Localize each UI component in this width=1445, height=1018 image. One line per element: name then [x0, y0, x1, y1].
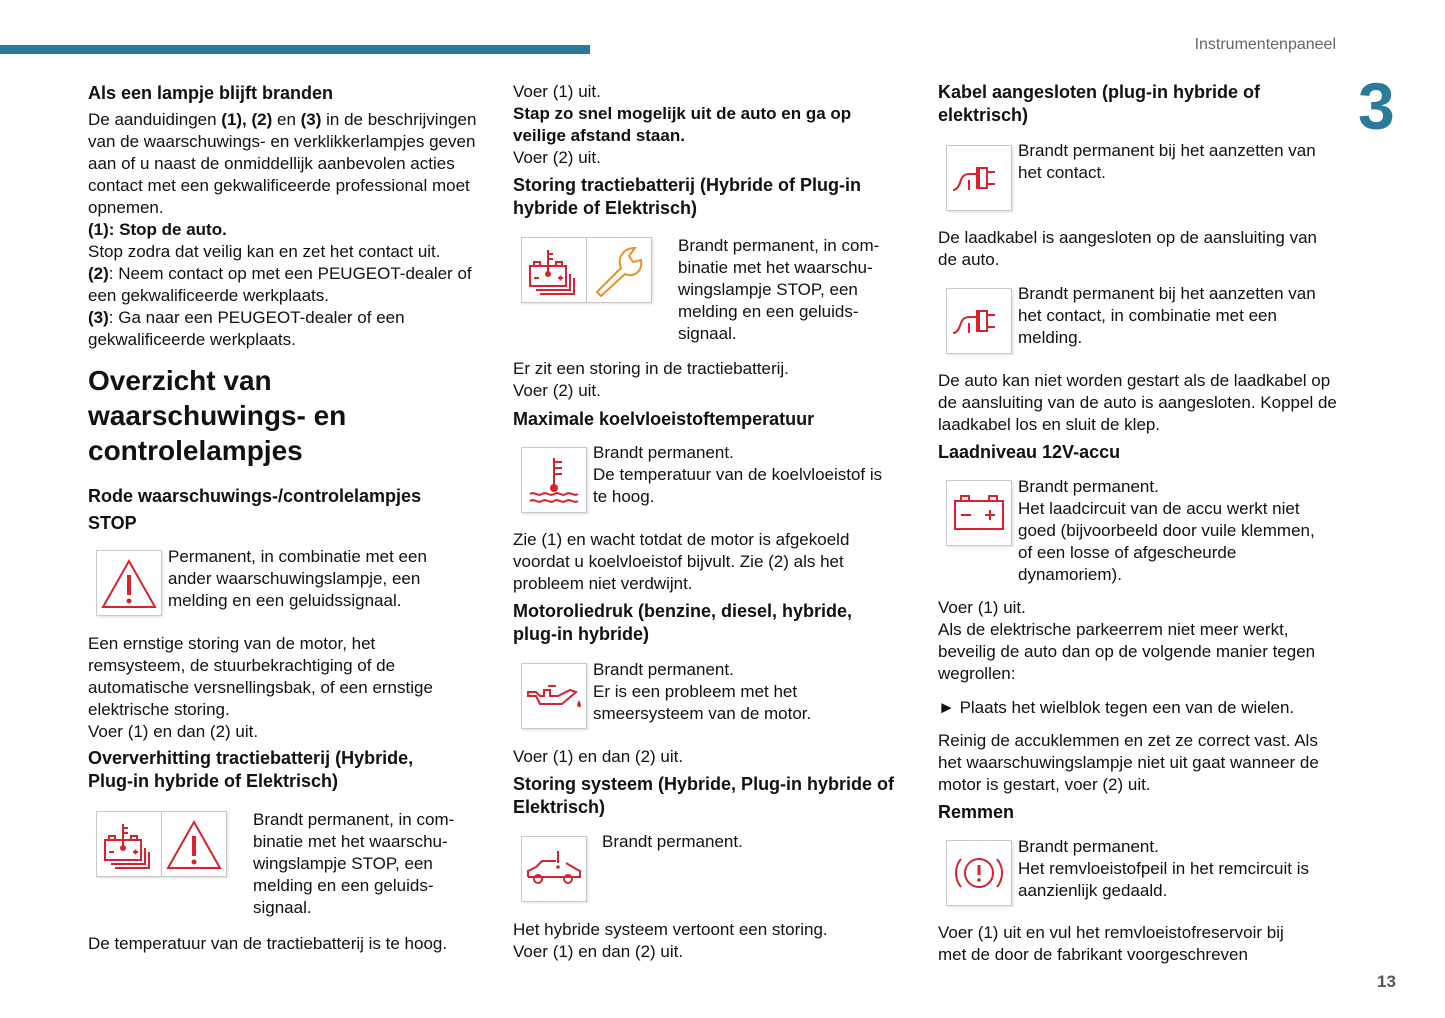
coolant-paragraph: Zie (1) en wacht totdat de motor is afge… [513, 530, 850, 593]
warning-triangle-icon [96, 550, 162, 616]
page-number: 13 [1377, 972, 1396, 991]
text: Brandt permanent. [1018, 837, 1159, 856]
chapter-number: 3 [1358, 69, 1395, 143]
text: Plaats het wielblok tegen een van de wie… [959, 698, 1295, 717]
text: Er zit een storing in de tractiebatterij… [513, 359, 789, 378]
oil-pressure-paragraph: Voer (1) en dan (2) uit. [513, 747, 684, 766]
battery-description: Brandt permanent. Het laadcircuit van de … [1018, 476, 1318, 586]
text: Brandt permanent. [593, 660, 734, 679]
battery-icon [946, 480, 1012, 546]
overheat-paragraph: De temperatuur van de tractiebatterij is… [88, 934, 448, 953]
heading-overheat: Oververhitting tractiebatterij (Hybride,… [88, 748, 414, 791]
cable-start-paragraph: De auto kan niet worden gestart als de l… [938, 371, 1337, 434]
oil-pressure-icon [521, 663, 587, 729]
coolant-description: Brandt permanent. De temperatuur van de k… [593, 442, 893, 508]
cable-message-description: Brandt permanent bij het aanzetten van h… [1018, 284, 1316, 347]
text: Er is een probleem met het smeersysteem … [593, 682, 812, 723]
heading-system-fault: Storing systeem (Hybride, Plug-in hybrid… [513, 774, 895, 817]
text: : Neem contact op met een PEUGEOT-dealer… [88, 264, 472, 305]
text: Voer (2) uit. [513, 381, 601, 400]
heading-red-lamps: Rode waarschuwings-/controlelampjes [88, 486, 422, 506]
charging-plug-icon [946, 145, 1012, 211]
heading-coolant: Maximale koelvloeistoftemperatuur [513, 409, 815, 429]
text: Voer (1) en dan (2) uit. [513, 942, 684, 961]
text: Het laadcircuit van de accu werkt niet g… [1018, 499, 1315, 584]
wrench-icon [586, 237, 652, 303]
heading-cable-connected: Kabel aangesloten (plug-in hybride of el… [938, 82, 1261, 125]
text: Brandt permanent. [593, 443, 734, 462]
intro-paragraph: De aanduidingen (1), (2) en (3) in de be… [88, 109, 484, 351]
action-text-bold: Stap zo snel mogelijk uit de auto en ga … [513, 104, 852, 145]
system-fault-paragraph: Het hybride systeem vertoont een storing… [513, 919, 905, 963]
text: De temperatuur van de koelvloeistof is t… [593, 465, 883, 506]
heading-oil-pressure: Motoroliedruk (benzine, diesel, hybride,… [513, 601, 853, 644]
heading-brakes: Remmen [938, 802, 1015, 822]
text: De aanduidingen [88, 110, 222, 129]
cable-description: Brandt permanent bij het aanzetten van h… [1018, 141, 1316, 182]
text: Als de elektrische parkeerrem niet meer … [938, 620, 1316, 683]
text: Brandt permanent. [1018, 477, 1159, 496]
text: Voer (1) uit. [938, 598, 1026, 617]
stop-paragraph: Een ernstige storing van de motor, het r… [88, 633, 463, 743]
stop-description: Permanent, in combinatie met een ander w… [168, 547, 427, 610]
text: in de beschrijvingen van de waarschuwing… [88, 110, 477, 217]
text: (3) [300, 110, 322, 129]
text: (2) [88, 264, 109, 283]
oil-pressure-description: Brandt permanent. Er is een probleem met … [593, 659, 893, 725]
text: (1), (2) [221, 110, 273, 129]
charging-plug-icon [946, 288, 1012, 354]
coolant-temperature-icon [521, 447, 587, 513]
bullet-item: ► Plaats het wielblok tegen een van de w… [938, 697, 1338, 719]
text: Voer (1) en dan (2) uit. [88, 722, 259, 741]
battery-clean-paragraph: Reinig de accuklemmen en zet ze correct … [938, 731, 1319, 794]
header-bar [0, 45, 590, 54]
battery-temperature-icon [96, 811, 162, 877]
text: (3) [88, 308, 109, 327]
text: Stop zodra dat veilig kan en zet het con… [88, 242, 441, 261]
text: : Ga naar een PEUGEOT-dealer of een gekw… [88, 308, 405, 349]
heading-stop: STOP [88, 513, 137, 533]
text: Het hybride systeem vertoont een storing… [513, 920, 828, 939]
warning-triangle-icon [161, 811, 227, 877]
battery-fault-paragraph: Er zit een storing in de tractiebatterij… [513, 358, 905, 402]
heading-battery-fault: Storing tractiebatterij (Hybride of Plug… [513, 175, 862, 218]
brakes-paragraph: Voer (1) uit en vul het remvloeistofrese… [938, 923, 1284, 964]
battery-paragraph: Voer (1) uit. Als de elektrische parkeerr… [938, 597, 1323, 685]
battery-temperature-icon [521, 237, 587, 303]
brakes-description: Brandt permanent. Het remvloeistofpeil in… [1018, 836, 1328, 902]
bullet-arrow-icon: ► [938, 698, 955, 717]
text: Een ernstige storing van de motor, het r… [88, 634, 433, 719]
cable-paragraph: De laadkabel is aangesloten op de aanslu… [938, 228, 1317, 269]
system-fault-description: Brandt permanent. [602, 832, 743, 851]
car-warning-icon [521, 836, 587, 902]
overheat-description: Brandt permanent, in com-binatie met het… [253, 810, 455, 917]
text: Het remvloeistofpeil in het remcircuit i… [1018, 859, 1309, 900]
text: (1): Stop de auto. [88, 220, 227, 239]
battery-fault-description: Brandt permanent, in com-binatie met het… [678, 236, 880, 343]
page-title: Overzicht van waarschuwings- en controle… [88, 365, 347, 466]
brake-warning-icon [946, 840, 1012, 906]
action-text: Voer (1) uit. [513, 82, 601, 101]
heading-12v-battery: Laadniveau 12V-accu [938, 442, 1121, 462]
section-title: Instrumentenpaneel [1194, 36, 1336, 53]
action-text: Voer (2) uit. [513, 148, 601, 167]
text: en [272, 110, 301, 129]
heading-lamp-stays-on: Als een lampje blijft branden [88, 83, 334, 103]
